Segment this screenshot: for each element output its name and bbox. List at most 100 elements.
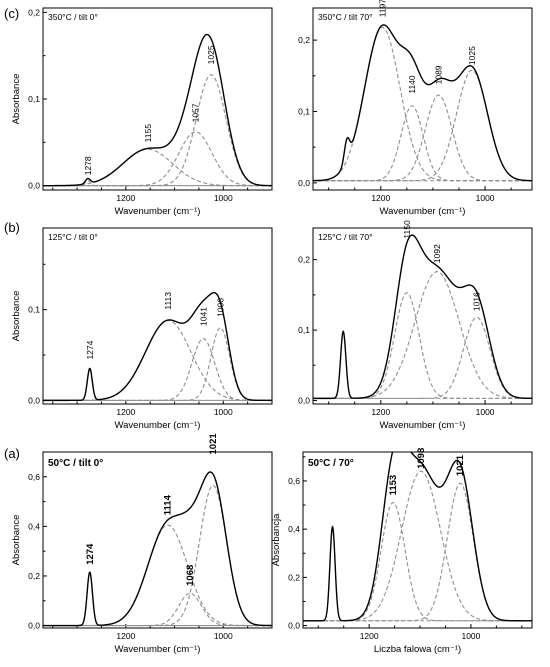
y-tick-label: 0,4	[28, 521, 40, 531]
x-axis-label: Wavenumber (cm⁻¹)	[380, 420, 466, 431]
peak-label-1153: 1153	[388, 475, 399, 496]
plot-frame	[312, 227, 533, 405]
x-tick-label: 1000	[461, 631, 480, 641]
peak-label-1021: 1021	[455, 454, 466, 476]
envelope-curve	[43, 33, 272, 187]
row-label-b: (b)	[4, 220, 20, 235]
y-tick-label: 0,6	[28, 472, 40, 482]
peak-label-1021: 1021	[208, 433, 219, 455]
peak-label-1057: 1057	[191, 103, 201, 122]
y-tick-label: 0,0	[288, 621, 300, 631]
peak-label-1089: 1089	[434, 65, 444, 84]
component-curve-1041	[43, 338, 272, 401]
peak-label-1155: 1155	[143, 124, 153, 143]
chart-panel-2: 1200 1000 0,0 0,1 Wavenumber (cm⁻¹) Absorbanc…	[11, 227, 273, 431]
panel-title: 350°C / tilt 70°	[318, 12, 373, 22]
chart-panel-1: 1200 1000 0,0 0,1 0,2 Wavenumber (cm⁻¹) 350°C …	[298, 0, 533, 217]
y-tick-label: 0,4	[288, 524, 300, 534]
peak-label-1098: 1098	[416, 448, 427, 469]
component-curve-1155	[43, 148, 272, 187]
x-tick-label: 1200	[116, 193, 135, 203]
envelope-curve	[313, 234, 532, 400]
x-tick-label: 1200	[360, 631, 379, 641]
chart-panel-0: 1200 1000 0,0 0,1 0,2 Wavenumber (cm⁻¹) Absorb…	[11, 7, 273, 217]
peak-label-1274: 1274	[85, 543, 96, 565]
y-tick-label: 0,2	[28, 7, 40, 17]
y-tick-label: 0,1	[298, 325, 310, 335]
peak-label-1113: 1113	[163, 292, 173, 310]
chart-panel-4: 1200 1000 0,0 0,2 0,4 0,6 Wavenumber (cm⁻¹) Abs…	[11, 433, 273, 655]
y-tick-label: 0,0	[298, 395, 310, 405]
peak-label-1016: 1016	[472, 292, 482, 311]
plot-frame	[302, 451, 533, 629]
x-tick-label: 1200	[116, 407, 135, 417]
y-tick-label: 0,2	[298, 35, 310, 45]
x-tick-label: 1000	[214, 407, 233, 417]
y-tick-label: 0,2	[28, 571, 40, 581]
chart-panel-3: 1200 1000 0,0 0,1 0,2 Wavenumber (cm⁻¹) 125°C …	[298, 220, 533, 431]
component-curve-1068	[43, 592, 272, 627]
panel-title: 125°C / tilt 0°	[48, 232, 98, 242]
x-tick-label: 1200	[371, 407, 390, 417]
x-tick-label: 1200	[116, 631, 135, 641]
x-tick-label: 1000	[476, 407, 495, 417]
panels: 1200 1000 0,0 0,1 0,2 Wavenumber (cm⁻¹) Absorb…	[11, 0, 533, 655]
component-curve-1016	[313, 316, 532, 399]
y-tick-label: 0,0	[28, 181, 40, 191]
y-tick-label: 0,0	[28, 395, 40, 405]
peak-label-1274: 1274	[85, 340, 95, 359]
x-axis-label: Wavenumber (cm⁻¹)	[380, 206, 466, 217]
x-tick-label: 1000	[214, 631, 233, 641]
peak-label-1025: 1025	[467, 46, 477, 65]
y-axis-label: Absorbance	[11, 74, 22, 125]
y-tick-label: 0,2	[298, 255, 310, 265]
envelope-curve	[43, 291, 272, 402]
peak-label-1041: 1041	[198, 307, 208, 326]
component-curve-1006	[43, 327, 272, 401]
component-curve-1025	[313, 69, 532, 182]
y-tick-label: 0,2	[288, 572, 300, 582]
envelope-curve	[43, 471, 272, 627]
x-axis-label: Wavenumber (cm⁻¹)	[115, 206, 201, 217]
component-curve-1114	[43, 524, 272, 627]
panel-title: 50°C / tilt 0°	[48, 458, 103, 469]
envelope-curve	[303, 452, 532, 622]
peak-label-1092: 1092	[432, 244, 442, 263]
peak-label-1278: 1278	[83, 156, 93, 175]
y-axis-label: Absorbancja	[271, 513, 282, 567]
x-tick-label: 1200	[371, 193, 390, 203]
y-axis-label: Absorbance	[11, 515, 22, 566]
x-axis-label: Wavenumber (cm⁻¹)	[115, 420, 201, 431]
peak-label-1140: 1140	[407, 75, 417, 94]
component-curve-1021	[43, 484, 272, 627]
y-tick-label: 0,1	[28, 305, 40, 315]
row-label-c: (c)	[4, 6, 19, 21]
plot-frame	[312, 7, 533, 191]
peak-label-1025: 1025	[206, 45, 216, 64]
peak-label-1006: 1006	[215, 298, 225, 317]
y-tick-label: 0,6	[288, 476, 300, 486]
y-tick-label: 0,1	[298, 106, 310, 116]
y-tick-label: 0,0	[28, 621, 40, 631]
component-curve-1150	[313, 292, 532, 399]
plot-frame	[42, 451, 273, 629]
peak-label-1197: 1197	[377, 0, 387, 17]
peak-label-1068: 1068	[185, 565, 196, 586]
component-curve-1025	[43, 74, 272, 187]
y-axis-label: Absorbance	[11, 291, 22, 342]
plot-frame	[42, 227, 273, 405]
x-tick-label: 1000	[476, 193, 495, 203]
panel-title: 125°C / tilt 70°	[318, 232, 373, 242]
x-axis-label: Liczba falowa (cm⁻¹)	[374, 644, 461, 655]
component-curve-1089	[313, 94, 532, 182]
x-axis-label: Wavenumber (cm⁻¹)	[115, 644, 201, 655]
panel-title: 50°C / 70°	[308, 458, 354, 469]
envelope-curve	[313, 24, 532, 182]
chart-panel-5: 1200 1000 0,0 0,2 0,4 0,6 Liczba falowa (cm⁻¹)…	[271, 448, 533, 655]
y-tick-label: 0,1	[28, 94, 40, 104]
panel-title: 350°C / tilt 0°	[48, 12, 98, 22]
x-tick-label: 1000	[214, 193, 233, 203]
row-label-a: (a)	[4, 446, 20, 461]
peak-label-1114: 1114	[163, 494, 174, 515]
peak-label-1150: 1150	[402, 220, 412, 239]
